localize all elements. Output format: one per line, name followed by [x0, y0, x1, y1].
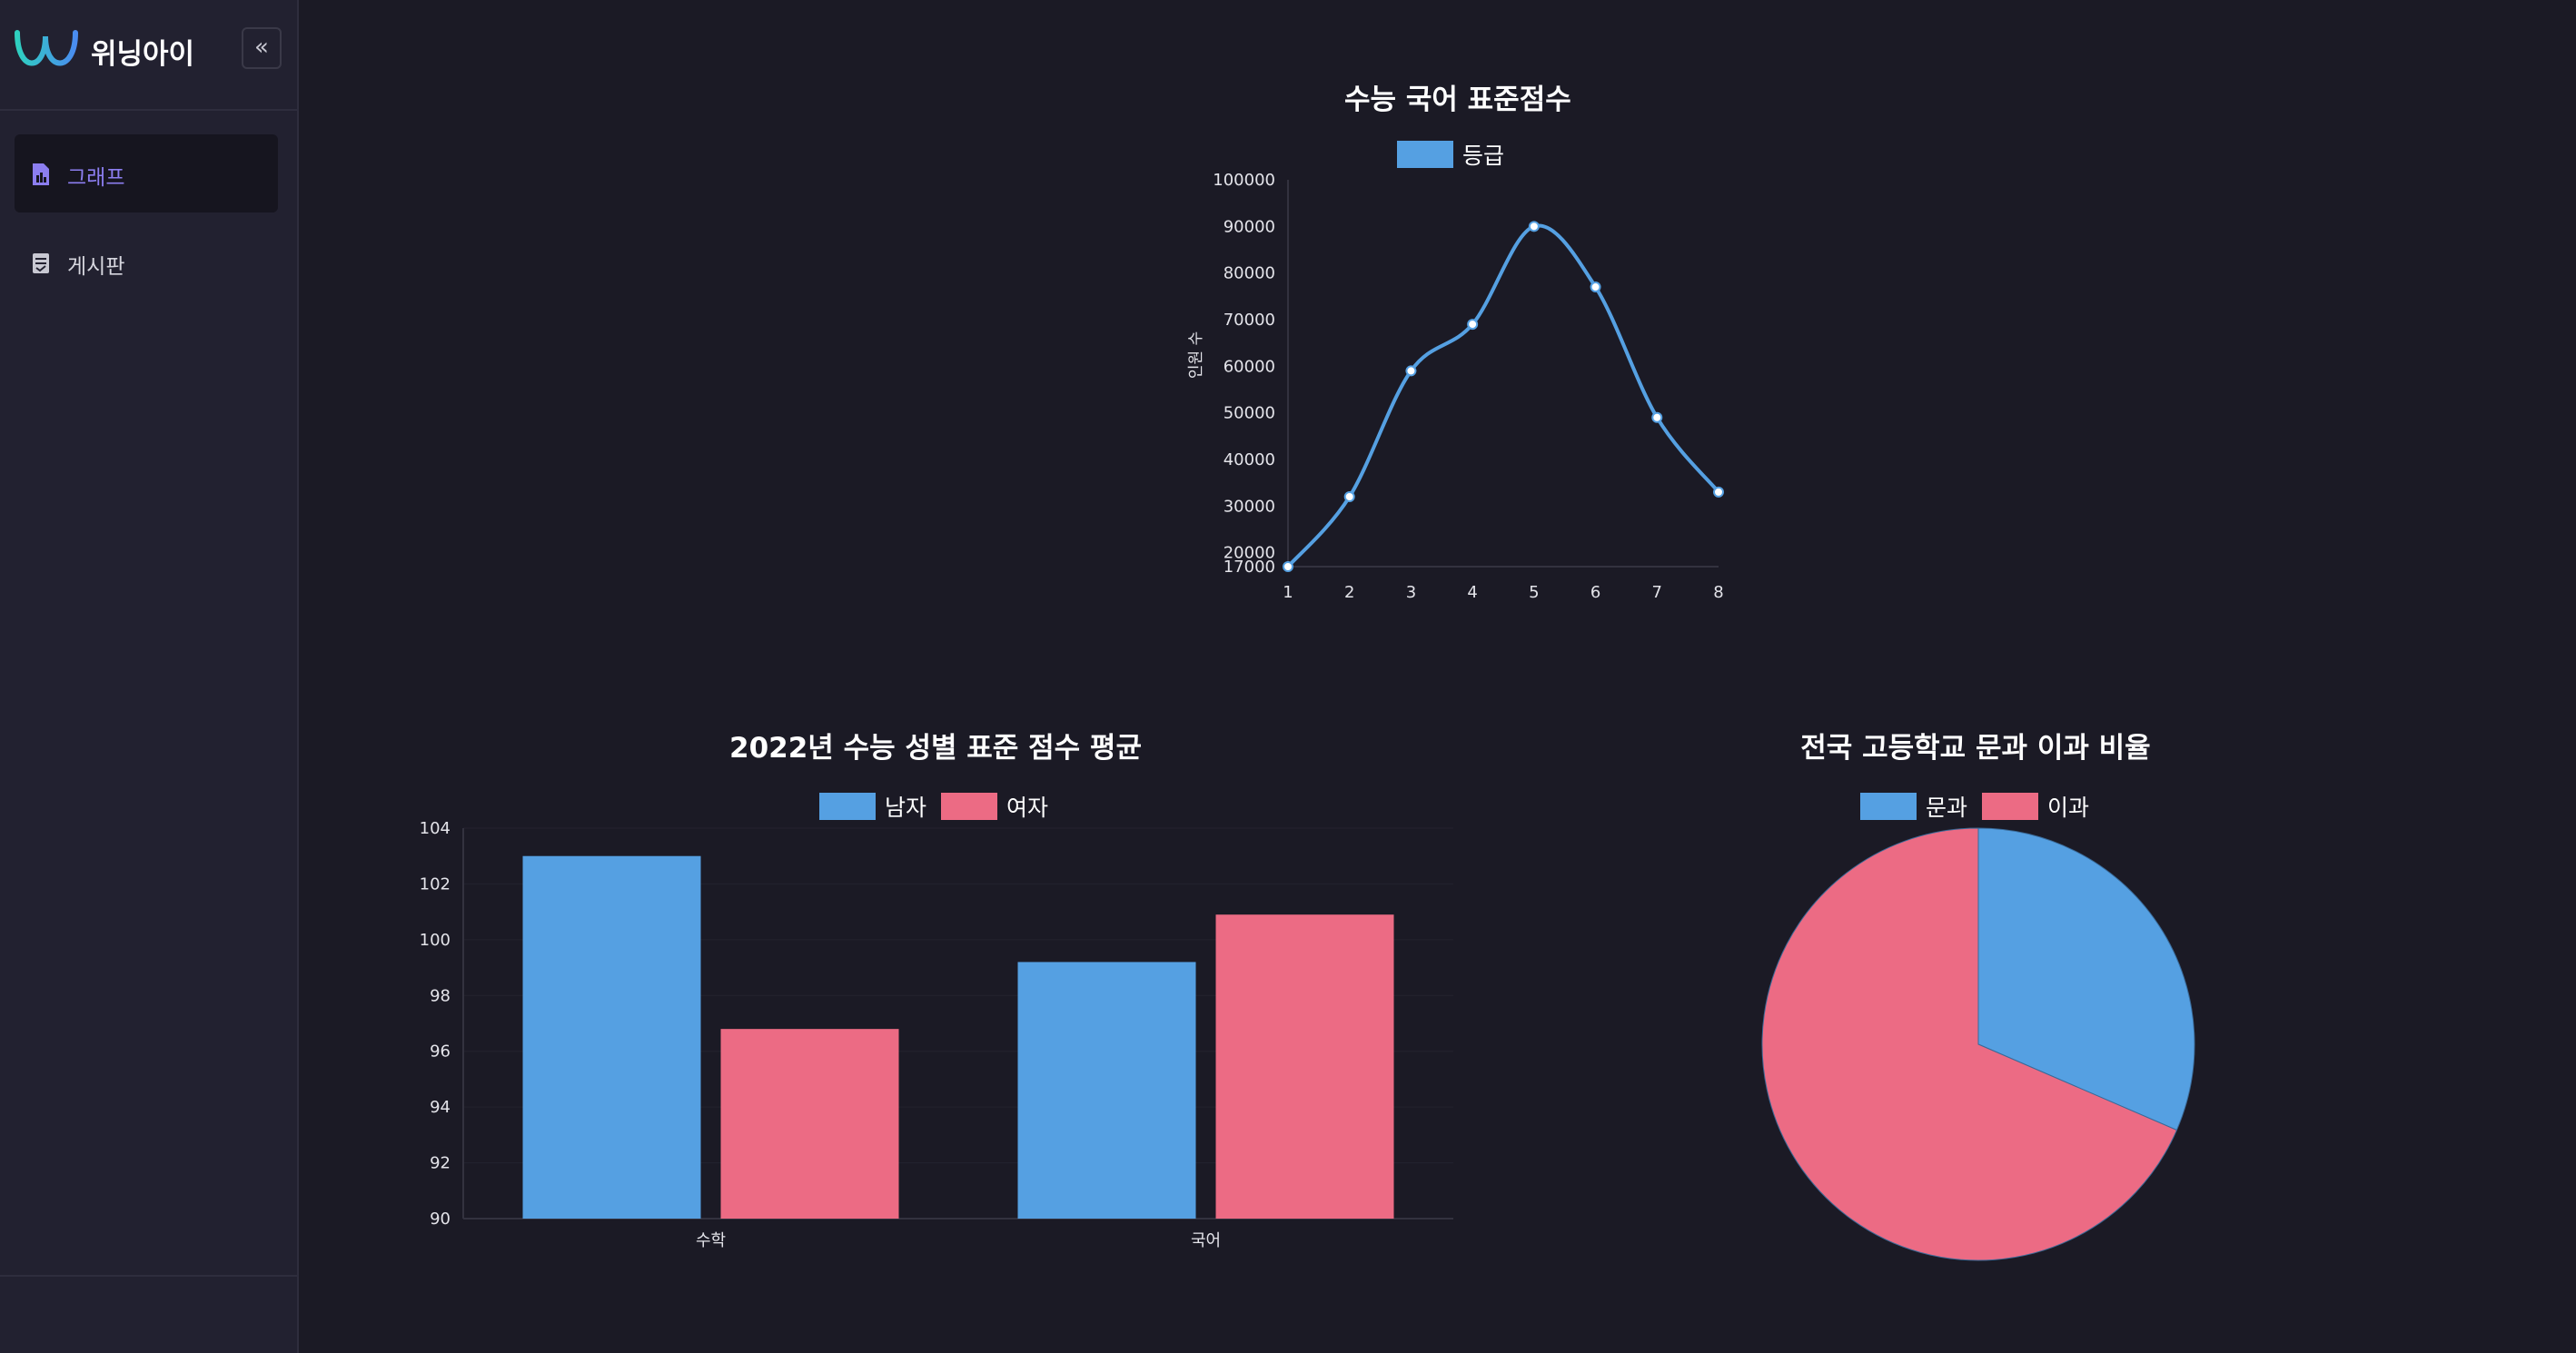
- bar: [1215, 914, 1394, 1219]
- legend-label[interactable]: 문과: [1926, 795, 1968, 821]
- x-tick-label: 7: [1652, 583, 1662, 602]
- legend-label[interactable]: 여자: [1006, 795, 1049, 821]
- bar: [1017, 962, 1196, 1219]
- data-point: [1528, 221, 1540, 232]
- pie-slice: [1761, 827, 2178, 1261]
- chart-file-icon: [33, 163, 49, 185]
- data-point: [1651, 411, 1663, 423]
- pie-chart-legend: 문과 이과: [1860, 790, 2104, 823]
- x-tick-label: 수학: [696, 1231, 726, 1250]
- bar-chart-legend: 남자 여자: [819, 790, 1063, 823]
- y-tick-label: 50000: [1224, 404, 1275, 423]
- brand-header: 위닝아이 «: [0, 0, 297, 111]
- brand-name: 위닝아이: [91, 38, 195, 71]
- data-point: [1713, 486, 1724, 498]
- legend-swatch[interactable]: [1982, 793, 2039, 820]
- y-tick-label: 98: [430, 986, 451, 1005]
- y-tick-label: 90: [430, 1210, 451, 1229]
- sidebar-item-label: 그래프: [67, 166, 125, 190]
- pie-chart-title: 전국 고등학교 문과 이과 비율: [1800, 732, 2151, 765]
- y-tick-label: 94: [430, 1098, 451, 1117]
- y-tick-label: 70000: [1224, 311, 1275, 330]
- line-chart-legend: 등급: [1397, 138, 1519, 171]
- data-point: [1467, 319, 1479, 331]
- line-chart-title: 수능 국어 표준점수: [1344, 84, 1571, 116]
- y-tick-label: 100000: [1213, 171, 1275, 190]
- legend-swatch[interactable]: [819, 793, 876, 820]
- x-tick-label: 2: [1344, 583, 1354, 602]
- wave-logo-icon: [15, 30, 78, 66]
- y-tick-label: 20000: [1224, 544, 1275, 563]
- data-point: [1405, 365, 1417, 377]
- legend-swatch[interactable]: [1397, 141, 1453, 168]
- y-tick-label: 80000: [1224, 264, 1275, 283]
- bar-chart: 90 92 94 96 98 100 102 104 수학 국어: [420, 819, 1453, 1250]
- sidebar-item-graph[interactable]: 그래프: [15, 134, 278, 212]
- data-point: [1283, 561, 1293, 572]
- y-tick-label: 30000: [1224, 497, 1275, 516]
- y-tick-label: 40000: [1224, 450, 1275, 469]
- y-tick-label: 92: [430, 1154, 451, 1173]
- x-tick-label: 8: [1713, 583, 1723, 602]
- data-point: [1343, 491, 1355, 503]
- bar: [720, 1029, 899, 1219]
- y-tick-label: 100: [420, 931, 451, 950]
- data-point: [1590, 281, 1601, 293]
- bar: [522, 855, 701, 1219]
- legend-label[interactable]: 남자: [885, 795, 927, 821]
- y-tick-label: 60000: [1224, 357, 1275, 376]
- legend-label[interactable]: 이과: [2047, 795, 2090, 821]
- pie-chart: [1761, 827, 2195, 1261]
- sidebar: 위닝아이 « 그래프 게시판: [0, 0, 299, 1353]
- y-tick-label: 102: [420, 874, 451, 894]
- y-tick-label: 104: [420, 819, 451, 838]
- x-tick-label: 4: [1467, 583, 1477, 602]
- collapse-sidebar-button[interactable]: «: [242, 27, 282, 69]
- x-tick-label: 3: [1406, 583, 1416, 602]
- y-tick-label: 90000: [1224, 217, 1275, 236]
- x-tick-label: 5: [1529, 583, 1539, 602]
- pie-slice: [1977, 827, 2195, 1131]
- x-tick-label: 1: [1283, 583, 1293, 602]
- series-line: [1286, 223, 1720, 568]
- legend-swatch[interactable]: [941, 793, 998, 820]
- bar-chart-title: 2022년 수능 성별 표준 점수 평균: [729, 732, 1142, 765]
- x-tick-label: 6: [1590, 583, 1600, 602]
- sidebar-item-board[interactable]: 게시판: [15, 223, 278, 301]
- sidebar-footer-divider: [0, 1275, 297, 1277]
- board-icon: [33, 253, 49, 273]
- sidebar-item-label: 게시판: [67, 255, 125, 279]
- y-axis-label: 인원 수: [1187, 331, 1205, 379]
- y-tick-label: 17000: [1224, 558, 1275, 577]
- y-tick-label: 96: [430, 1042, 451, 1062]
- x-tick-label: 국어: [1191, 1231, 1221, 1250]
- legend-label[interactable]: 등급: [1462, 143, 1505, 169]
- legend-swatch[interactable]: [1860, 793, 1917, 820]
